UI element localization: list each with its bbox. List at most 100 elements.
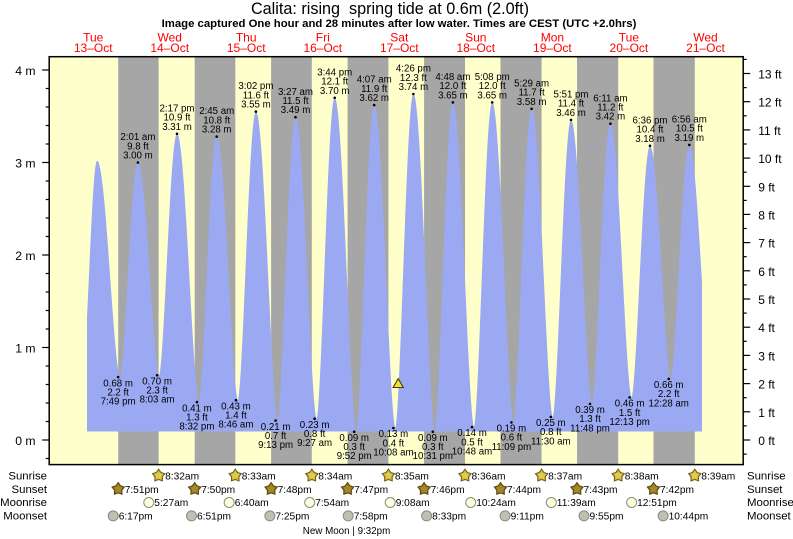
svg-text:1.4 ft: 1.4 ft	[225, 411, 247, 422]
svg-text:6:17pm: 6:17pm	[119, 512, 153, 523]
svg-text:11:48 pm: 11:48 pm	[570, 423, 610, 434]
svg-text:Sun: Sun	[465, 31, 486, 45]
svg-text:9.8 ft: 9.8 ft	[127, 141, 149, 152]
svg-text:8:46 am: 8:46 am	[218, 420, 253, 431]
svg-text:Moonrise: Moonrise	[747, 497, 793, 509]
svg-text:0.7 ft: 0.7 ft	[265, 431, 287, 442]
svg-text:3.70 m: 3.70 m	[320, 86, 350, 97]
svg-text:6:56 am: 6:56 am	[672, 115, 707, 126]
svg-text:12.0 ft: 12.0 ft	[439, 81, 466, 92]
svg-text:0 ft: 0 ft	[758, 434, 775, 448]
svg-text:2:45 am: 2:45 am	[199, 106, 234, 117]
svg-text:3:27 am: 3:27 am	[278, 87, 313, 98]
svg-text:0.8 ft: 0.8 ft	[304, 429, 326, 440]
svg-text:10:48 am: 10:48 am	[452, 446, 492, 457]
svg-text:9:27 am: 9:27 am	[297, 438, 332, 449]
svg-text:10.4 ft: 10.4 ft	[637, 125, 664, 136]
svg-text:3.31 m: 3.31 m	[162, 122, 192, 133]
svg-text:3.55 m: 3.55 m	[241, 100, 271, 111]
svg-text:3.28 m: 3.28 m	[202, 125, 232, 136]
svg-text:Thu: Thu	[236, 31, 257, 45]
svg-text:11.7 ft: 11.7 ft	[518, 88, 545, 99]
svg-text:Tue: Tue	[83, 31, 104, 45]
svg-text:3.42 m: 3.42 m	[596, 112, 626, 123]
svg-text:1.3 ft: 1.3 ft	[579, 414, 601, 425]
svg-text:11.9 ft: 11.9 ft	[361, 84, 388, 95]
svg-text:4:48 am: 4:48 am	[435, 72, 470, 83]
svg-text:0.39 m: 0.39 m	[575, 405, 605, 416]
svg-text:17–Oct: 17–Oct	[380, 41, 419, 55]
svg-text:0.09 m: 0.09 m	[339, 433, 369, 444]
svg-text:7:43pm: 7:43pm	[584, 485, 618, 496]
svg-text:9:13 pm: 9:13 pm	[258, 440, 293, 451]
svg-text:8:03 am: 8:03 am	[140, 395, 175, 406]
svg-text:1 ft: 1 ft	[758, 406, 775, 420]
svg-text:11:39am: 11:39am	[557, 498, 596, 509]
svg-text:3.46 m: 3.46 m	[556, 108, 586, 119]
svg-text:6:36 pm: 6:36 pm	[632, 115, 667, 126]
svg-text:3:44 pm: 3:44 pm	[317, 67, 352, 78]
svg-text:8 ft: 8 ft	[758, 208, 775, 222]
svg-text:Sat: Sat	[390, 31, 409, 45]
svg-text:5:29 am: 5:29 am	[514, 78, 549, 89]
svg-text:7:48pm: 7:48pm	[278, 485, 312, 496]
svg-text:3.18 m: 3.18 m	[635, 134, 665, 145]
svg-text:Mon: Mon	[541, 31, 564, 45]
svg-text:5:27am: 5:27am	[154, 498, 188, 509]
svg-text:6 ft: 6 ft	[758, 265, 775, 279]
svg-text:7:50pm: 7:50pm	[201, 485, 235, 496]
svg-text:8:33pm: 8:33pm	[432, 512, 466, 523]
svg-text:0.23 m: 0.23 m	[300, 420, 330, 431]
svg-text:4 ft: 4 ft	[758, 321, 775, 335]
svg-text:0.09 m: 0.09 m	[418, 433, 448, 444]
svg-text:3.65 m: 3.65 m	[438, 90, 468, 101]
svg-text:3.62 m: 3.62 m	[359, 93, 389, 104]
svg-text:3.49 m: 3.49 m	[281, 105, 311, 116]
svg-text:8:34am: 8:34am	[318, 471, 352, 482]
svg-text:0.3 ft: 0.3 ft	[343, 442, 365, 453]
svg-text:6:51pm: 6:51pm	[197, 512, 231, 523]
svg-text:0.5 ft: 0.5 ft	[461, 437, 483, 448]
svg-text:0.70 m: 0.70 m	[142, 376, 172, 387]
svg-text:0.43 m: 0.43 m	[221, 401, 251, 412]
svg-text:11 ft: 11 ft	[758, 124, 781, 138]
svg-text:3.74 m: 3.74 m	[399, 82, 429, 93]
svg-text:11:30 am: 11:30 am	[531, 436, 571, 447]
svg-text:9 ft: 9 ft	[758, 180, 775, 194]
svg-text:1 m: 1 m	[15, 341, 35, 355]
svg-text:5:51 pm: 5:51 pm	[553, 90, 588, 101]
svg-text:5 ft: 5 ft	[758, 293, 775, 307]
svg-text:11.2 ft: 11.2 ft	[597, 103, 624, 114]
svg-text:10.5 ft: 10.5 ft	[676, 124, 703, 135]
svg-text:7:47pm: 7:47pm	[354, 485, 388, 496]
svg-text:3.19 m: 3.19 m	[674, 133, 704, 144]
svg-text:8:32am: 8:32am	[165, 471, 199, 482]
svg-text:9:55pm: 9:55pm	[590, 512, 624, 523]
svg-text:8:35am: 8:35am	[395, 471, 429, 482]
svg-text:7:58pm: 7:58pm	[354, 512, 388, 523]
svg-text:7:54am: 7:54am	[315, 498, 349, 509]
svg-text:10.8 ft: 10.8 ft	[203, 115, 230, 126]
svg-text:Sunset: Sunset	[12, 484, 48, 496]
svg-text:11:09 pm: 11:09 pm	[492, 442, 532, 453]
svg-text:7:25pm: 7:25pm	[275, 512, 309, 523]
svg-text:2.3 ft: 2.3 ft	[146, 386, 168, 397]
svg-text:11.5 ft: 11.5 ft	[282, 96, 309, 107]
svg-text:12:28 am: 12:28 am	[648, 398, 688, 409]
svg-text:7:51pm: 7:51pm	[125, 485, 159, 496]
svg-text:3 m: 3 m	[15, 156, 35, 170]
svg-text:4:07 am: 4:07 am	[357, 75, 392, 86]
svg-text:Wed: Wed	[693, 31, 717, 45]
svg-text:3:02 pm: 3:02 pm	[238, 81, 273, 92]
svg-text:Fri: Fri	[316, 31, 330, 45]
svg-text:11.4 ft: 11.4 ft	[558, 99, 585, 110]
svg-text:Moonrise: Moonrise	[0, 497, 47, 509]
svg-text:Sunrise: Sunrise	[747, 471, 786, 483]
svg-text:0.3 ft: 0.3 ft	[422, 442, 444, 453]
svg-text:0.19 m: 0.19 m	[497, 424, 527, 435]
svg-text:2.2 ft: 2.2 ft	[658, 389, 680, 400]
svg-text:Calita: rising spring tide at: Calita: rising spring tide at 0.6m (2.0f…	[251, 0, 529, 18]
svg-text:0.6 ft: 0.6 ft	[501, 433, 523, 444]
svg-text:11.6 ft: 11.6 ft	[243, 90, 270, 101]
svg-text:21–Oct: 21–Oct	[686, 41, 725, 55]
